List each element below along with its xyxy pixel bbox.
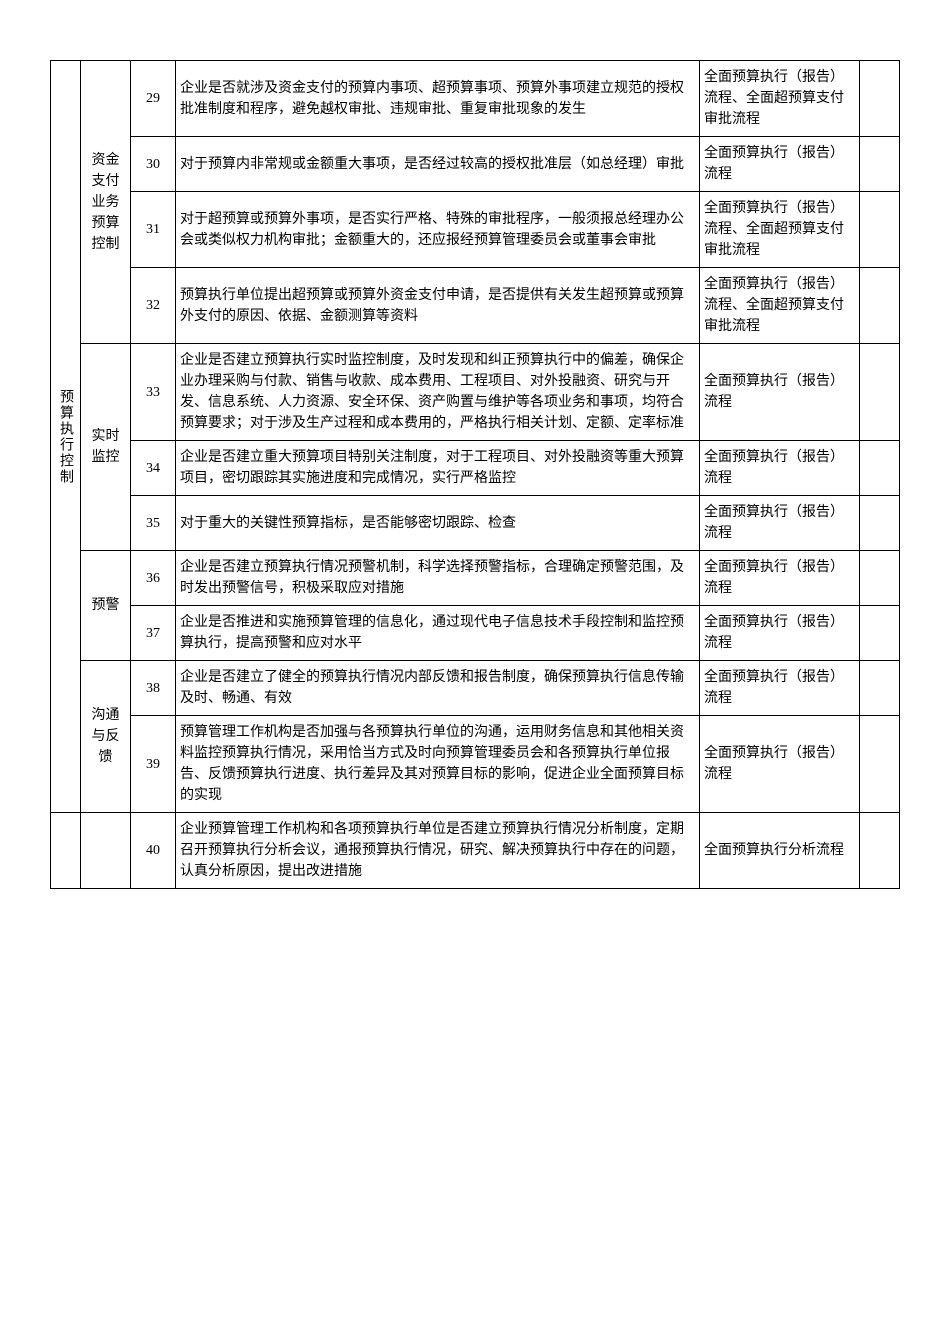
row-reference: 全面预算执行（报告）流程 bbox=[700, 716, 860, 813]
row-description: 企业是否推进和实施预算管理的信息化，通过现代电子信息技术手段控制和监控预算执行，… bbox=[176, 606, 700, 661]
blank-cell bbox=[860, 441, 900, 496]
row-number: 34 bbox=[131, 441, 176, 496]
row-reference: 全面预算执行（报告）流程、全面超预算支付审批流程 bbox=[700, 61, 860, 137]
row-description: 对于超预算或预算外事项，是否实行严格、特殊的审批程序，一般须报总经理办公会或类似… bbox=[176, 192, 700, 268]
table-row: 预算执行控制 资金支付业务预算控制 29 企业是否就涉及资金支付的预算内事项、超… bbox=[51, 61, 900, 137]
subcategory-label: 预警 bbox=[92, 598, 120, 613]
row-description: 企业是否建立了健全的预算执行情况内部反馈和报告制度，确保预算执行信息传输及时、畅… bbox=[176, 661, 700, 716]
row-description: 预算管理工作机构是否加强与各预算执行单位的沟通，运用财务信息和其他相关资料监控预… bbox=[176, 716, 700, 813]
row-description: 企业是否建立预算执行实时监控制度，及时发现和纠正预算执行中的偏差，确保企业办理采… bbox=[176, 344, 700, 441]
blank-cell bbox=[860, 137, 900, 192]
subcategory-label: 沟通与反馈 bbox=[92, 708, 120, 765]
row-description: 企业是否建立预算执行情况预警机制，科学选择预警指标，合理确定预警范围，及时发出预… bbox=[176, 551, 700, 606]
blank-cell bbox=[860, 716, 900, 813]
row-reference: 全面预算执行（报告）流程 bbox=[700, 137, 860, 192]
row-reference: 全面预算执行分析流程 bbox=[700, 813, 860, 889]
blank-cell bbox=[860, 192, 900, 268]
row-number: 39 bbox=[131, 716, 176, 813]
row-number: 29 bbox=[131, 61, 176, 137]
subcategory-empty bbox=[81, 813, 131, 889]
row-number: 36 bbox=[131, 551, 176, 606]
table-row: 沟通与反馈 38 企业是否建立了健全的预算执行情况内部反馈和报告制度，确保预算执… bbox=[51, 661, 900, 716]
table-row: 40 企业预算管理工作机构和各项预算执行单位是否建立预算执行情况分析制度，定期召… bbox=[51, 813, 900, 889]
table-row: 34 企业是否建立重大预算项目特别关注制度，对于工程项目、对外投融资等重大预算项… bbox=[51, 441, 900, 496]
subcategory-alert: 预警 bbox=[81, 551, 131, 661]
category-1-label: 预算执行控制 bbox=[56, 389, 73, 485]
row-description: 企业是否就涉及资金支付的预算内事项、超预算事项、预算外事项建立规范的授权批准制度… bbox=[176, 61, 700, 137]
row-reference: 全面预算执行（报告）流程 bbox=[700, 441, 860, 496]
row-description: 企业预算管理工作机构和各项预算执行单位是否建立预算执行情况分析制度，定期召开预算… bbox=[176, 813, 700, 889]
row-description: 企业是否建立重大预算项目特别关注制度，对于工程项目、对外投融资等重大预算项目，密… bbox=[176, 441, 700, 496]
row-reference: 全面预算执行（报告）流程 bbox=[700, 661, 860, 716]
row-reference: 全面预算执行（报告）流程 bbox=[700, 606, 860, 661]
table-row: 预警 36 企业是否建立预算执行情况预警机制，科学选择预警指标，合理确定预警范围… bbox=[51, 551, 900, 606]
category-level-1-empty bbox=[51, 813, 81, 889]
table-row: 35 对于重大的关键性预算指标，是否能够密切跟踪、检查 全面预算执行（报告）流程 bbox=[51, 496, 900, 551]
subcategory-fund: 资金支付业务预算控制 bbox=[81, 61, 131, 344]
row-number: 32 bbox=[131, 268, 176, 344]
blank-cell bbox=[860, 813, 900, 889]
row-reference: 全面预算执行（报告）流程、全面超预算支付审批流程 bbox=[700, 192, 860, 268]
row-reference: 全面预算执行（报告）流程 bbox=[700, 344, 860, 441]
blank-cell bbox=[860, 344, 900, 441]
subcategory-monitor: 实时监控 bbox=[81, 344, 131, 551]
row-number: 35 bbox=[131, 496, 176, 551]
row-description: 对于重大的关键性预算指标，是否能够密切跟踪、检查 bbox=[176, 496, 700, 551]
category-level-1: 预算执行控制 bbox=[51, 61, 81, 813]
table-row: 39 预算管理工作机构是否加强与各预算执行单位的沟通，运用财务信息和其他相关资料… bbox=[51, 716, 900, 813]
budget-control-table: 预算执行控制 资金支付业务预算控制 29 企业是否就涉及资金支付的预算内事项、超… bbox=[50, 60, 900, 889]
row-number: 31 bbox=[131, 192, 176, 268]
subcategory-label: 资金支付业务预算控制 bbox=[92, 153, 120, 252]
table-row: 32 预算执行单位提出超预算或预算外资金支付申请，是否提供有关发生超预算或预算外… bbox=[51, 268, 900, 344]
blank-cell bbox=[860, 268, 900, 344]
table-row: 37 企业是否推进和实施预算管理的信息化，通过现代电子信息技术手段控制和监控预算… bbox=[51, 606, 900, 661]
row-reference: 全面预算执行（报告）流程 bbox=[700, 551, 860, 606]
subcategory-feedback: 沟通与反馈 bbox=[81, 661, 131, 813]
row-number: 37 bbox=[131, 606, 176, 661]
row-number: 38 bbox=[131, 661, 176, 716]
blank-cell bbox=[860, 61, 900, 137]
row-description: 对于预算内非常规或金额重大事项，是否经过较高的授权批准层（如总经理）审批 bbox=[176, 137, 700, 192]
table-row: 实时监控 33 企业是否建立预算执行实时监控制度，及时发现和纠正预算执行中的偏差… bbox=[51, 344, 900, 441]
blank-cell bbox=[860, 551, 900, 606]
table-row: 30 对于预算内非常规或金额重大事项，是否经过较高的授权批准层（如总经理）审批 … bbox=[51, 137, 900, 192]
blank-cell bbox=[860, 496, 900, 551]
row-reference: 全面预算执行（报告）流程 bbox=[700, 496, 860, 551]
table-row: 31 对于超预算或预算外事项，是否实行严格、特殊的审批程序，一般须报总经理办公会… bbox=[51, 192, 900, 268]
row-reference: 全面预算执行（报告）流程、全面超预算支付审批流程 bbox=[700, 268, 860, 344]
row-number: 33 bbox=[131, 344, 176, 441]
row-description: 预算执行单位提出超预算或预算外资金支付申请，是否提供有关发生超预算或预算外支付的… bbox=[176, 268, 700, 344]
subcategory-label: 实时监控 bbox=[92, 429, 120, 465]
row-number: 30 bbox=[131, 137, 176, 192]
blank-cell bbox=[860, 661, 900, 716]
blank-cell bbox=[860, 606, 900, 661]
row-number: 40 bbox=[131, 813, 176, 889]
